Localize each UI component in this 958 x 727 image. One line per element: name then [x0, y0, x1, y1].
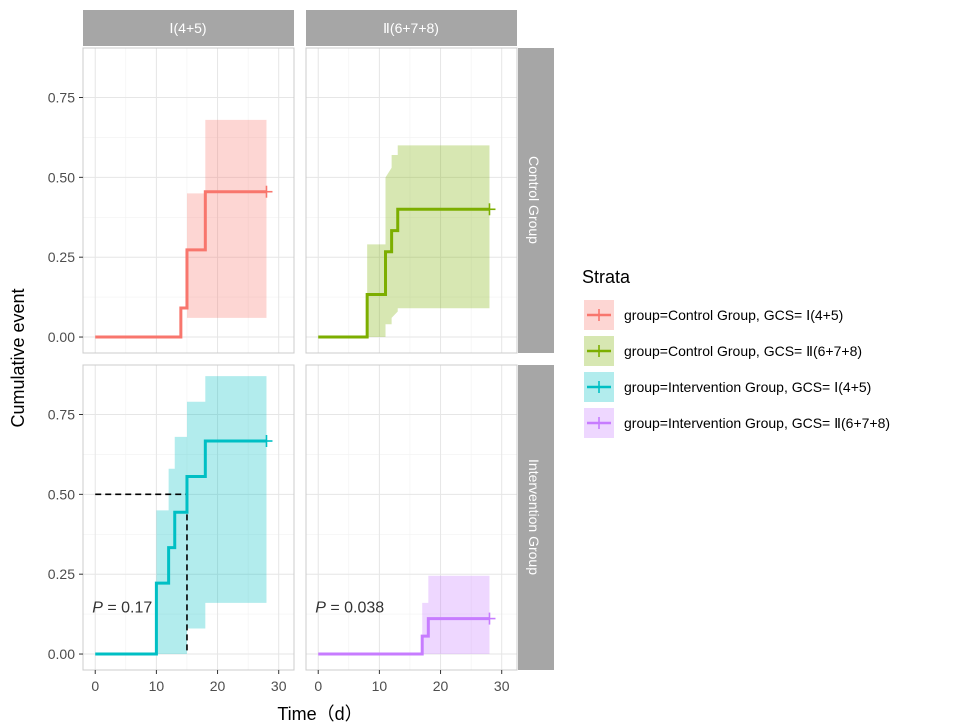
p-value: = 0.17 — [103, 600, 152, 617]
legend-item: group=Control Group, GCS= Ⅱ(6+7+8) — [584, 336, 862, 366]
panel-1-1 — [82, 47, 295, 354]
y-axis-title: Cumulative event — [8, 288, 28, 427]
y-tick-label: 0.50 — [48, 169, 75, 185]
p-value: = 0.038 — [326, 600, 384, 617]
x-tick-label: 30 — [271, 678, 287, 694]
legend-label: group=Control Group, GCS= Ⅱ(6+7+8) — [624, 343, 862, 359]
y-tick-label: 0.75 — [48, 90, 75, 106]
x-tick-label: 0 — [91, 678, 99, 694]
p-value-label: P = 0.038 — [315, 600, 384, 617]
x-tick-label: 10 — [149, 678, 165, 694]
x-axis: 0 10 20 30 0 10 20 30 — [91, 670, 510, 694]
y-tick-label: 0.25 — [48, 249, 75, 265]
strip-row-1 — [518, 48, 554, 353]
km-step-line — [95, 439, 267, 656]
strip-row-2-label: Intervention Group — [526, 459, 542, 575]
y-tick-label: 0.50 — [48, 486, 75, 502]
km-step-line — [318, 617, 490, 656]
legend-item: group=Intervention Group, GCS= Ⅱ(6+7+8) — [584, 408, 890, 438]
y-tick-label: 0.00 — [48, 646, 75, 662]
x-tick-label: 30 — [494, 678, 510, 694]
y-axis: 0.00 0.25 0.50 0.75 0.00 0.25 0.50 0.75 — [48, 90, 83, 662]
confidence-band — [95, 119, 267, 338]
legend-label: group=Control Group, GCS= Ⅰ(4+5) — [624, 307, 843, 323]
panel-1-2 — [305, 47, 518, 354]
p-symbol: P — [92, 600, 103, 617]
confidence-band — [318, 145, 490, 338]
panel-background — [83, 48, 294, 353]
confidence-band — [95, 376, 267, 655]
legend-label: group=Intervention Group, GCS= Ⅰ(4+5) — [624, 379, 871, 395]
facet-panels: P = 0.17 P = 0.038 — [82, 47, 518, 671]
legend-item: group=Intervention Group, GCS= Ⅰ(4+5) — [584, 372, 871, 402]
legend-title: Strata — [582, 267, 631, 287]
strip-row-1-label: Control Group — [526, 156, 542, 244]
km-step-line — [95, 190, 267, 339]
y-tick-label: 0.00 — [48, 329, 75, 345]
legend-label: group=Intervention Group, GCS= Ⅱ(6+7+8) — [624, 415, 890, 431]
y-tick-label: 0.25 — [48, 566, 75, 582]
x-tick-label: 0 — [314, 678, 322, 694]
panel-border — [305, 47, 518, 354]
p-symbol: P — [315, 600, 326, 617]
panel-background — [306, 48, 517, 353]
km-step-line — [318, 207, 490, 339]
legend: Strata group=Control Group, GCS= Ⅰ(4+5) g… — [582, 267, 890, 438]
panel-border — [305, 364, 518, 671]
strip-col-1 — [83, 10, 294, 46]
confidence-band — [318, 575, 490, 655]
panel-background — [83, 365, 294, 670]
p-value-label: P = 0.17 — [92, 600, 152, 617]
strip-row-2 — [518, 365, 554, 670]
strip-col-2-label: Ⅱ(6+7+8) — [383, 20, 439, 36]
x-tick-label: 20 — [210, 678, 226, 694]
x-tick-label: 20 — [433, 678, 449, 694]
panel-2-1: P = 0.17 — [82, 364, 295, 671]
strip-col-2 — [306, 10, 517, 46]
strip-col-1-label: Ⅰ(4+5) — [169, 20, 206, 36]
x-axis-title: Time（d） — [277, 704, 362, 724]
panel-border — [82, 364, 295, 671]
legend-item: group=Control Group, GCS= Ⅰ(4+5) — [584, 300, 843, 330]
x-tick-label: 10 — [372, 678, 388, 694]
panel-2-2: P = 0.038 — [305, 364, 518, 671]
y-tick-label: 0.75 — [48, 407, 75, 423]
panel-border — [82, 47, 295, 354]
